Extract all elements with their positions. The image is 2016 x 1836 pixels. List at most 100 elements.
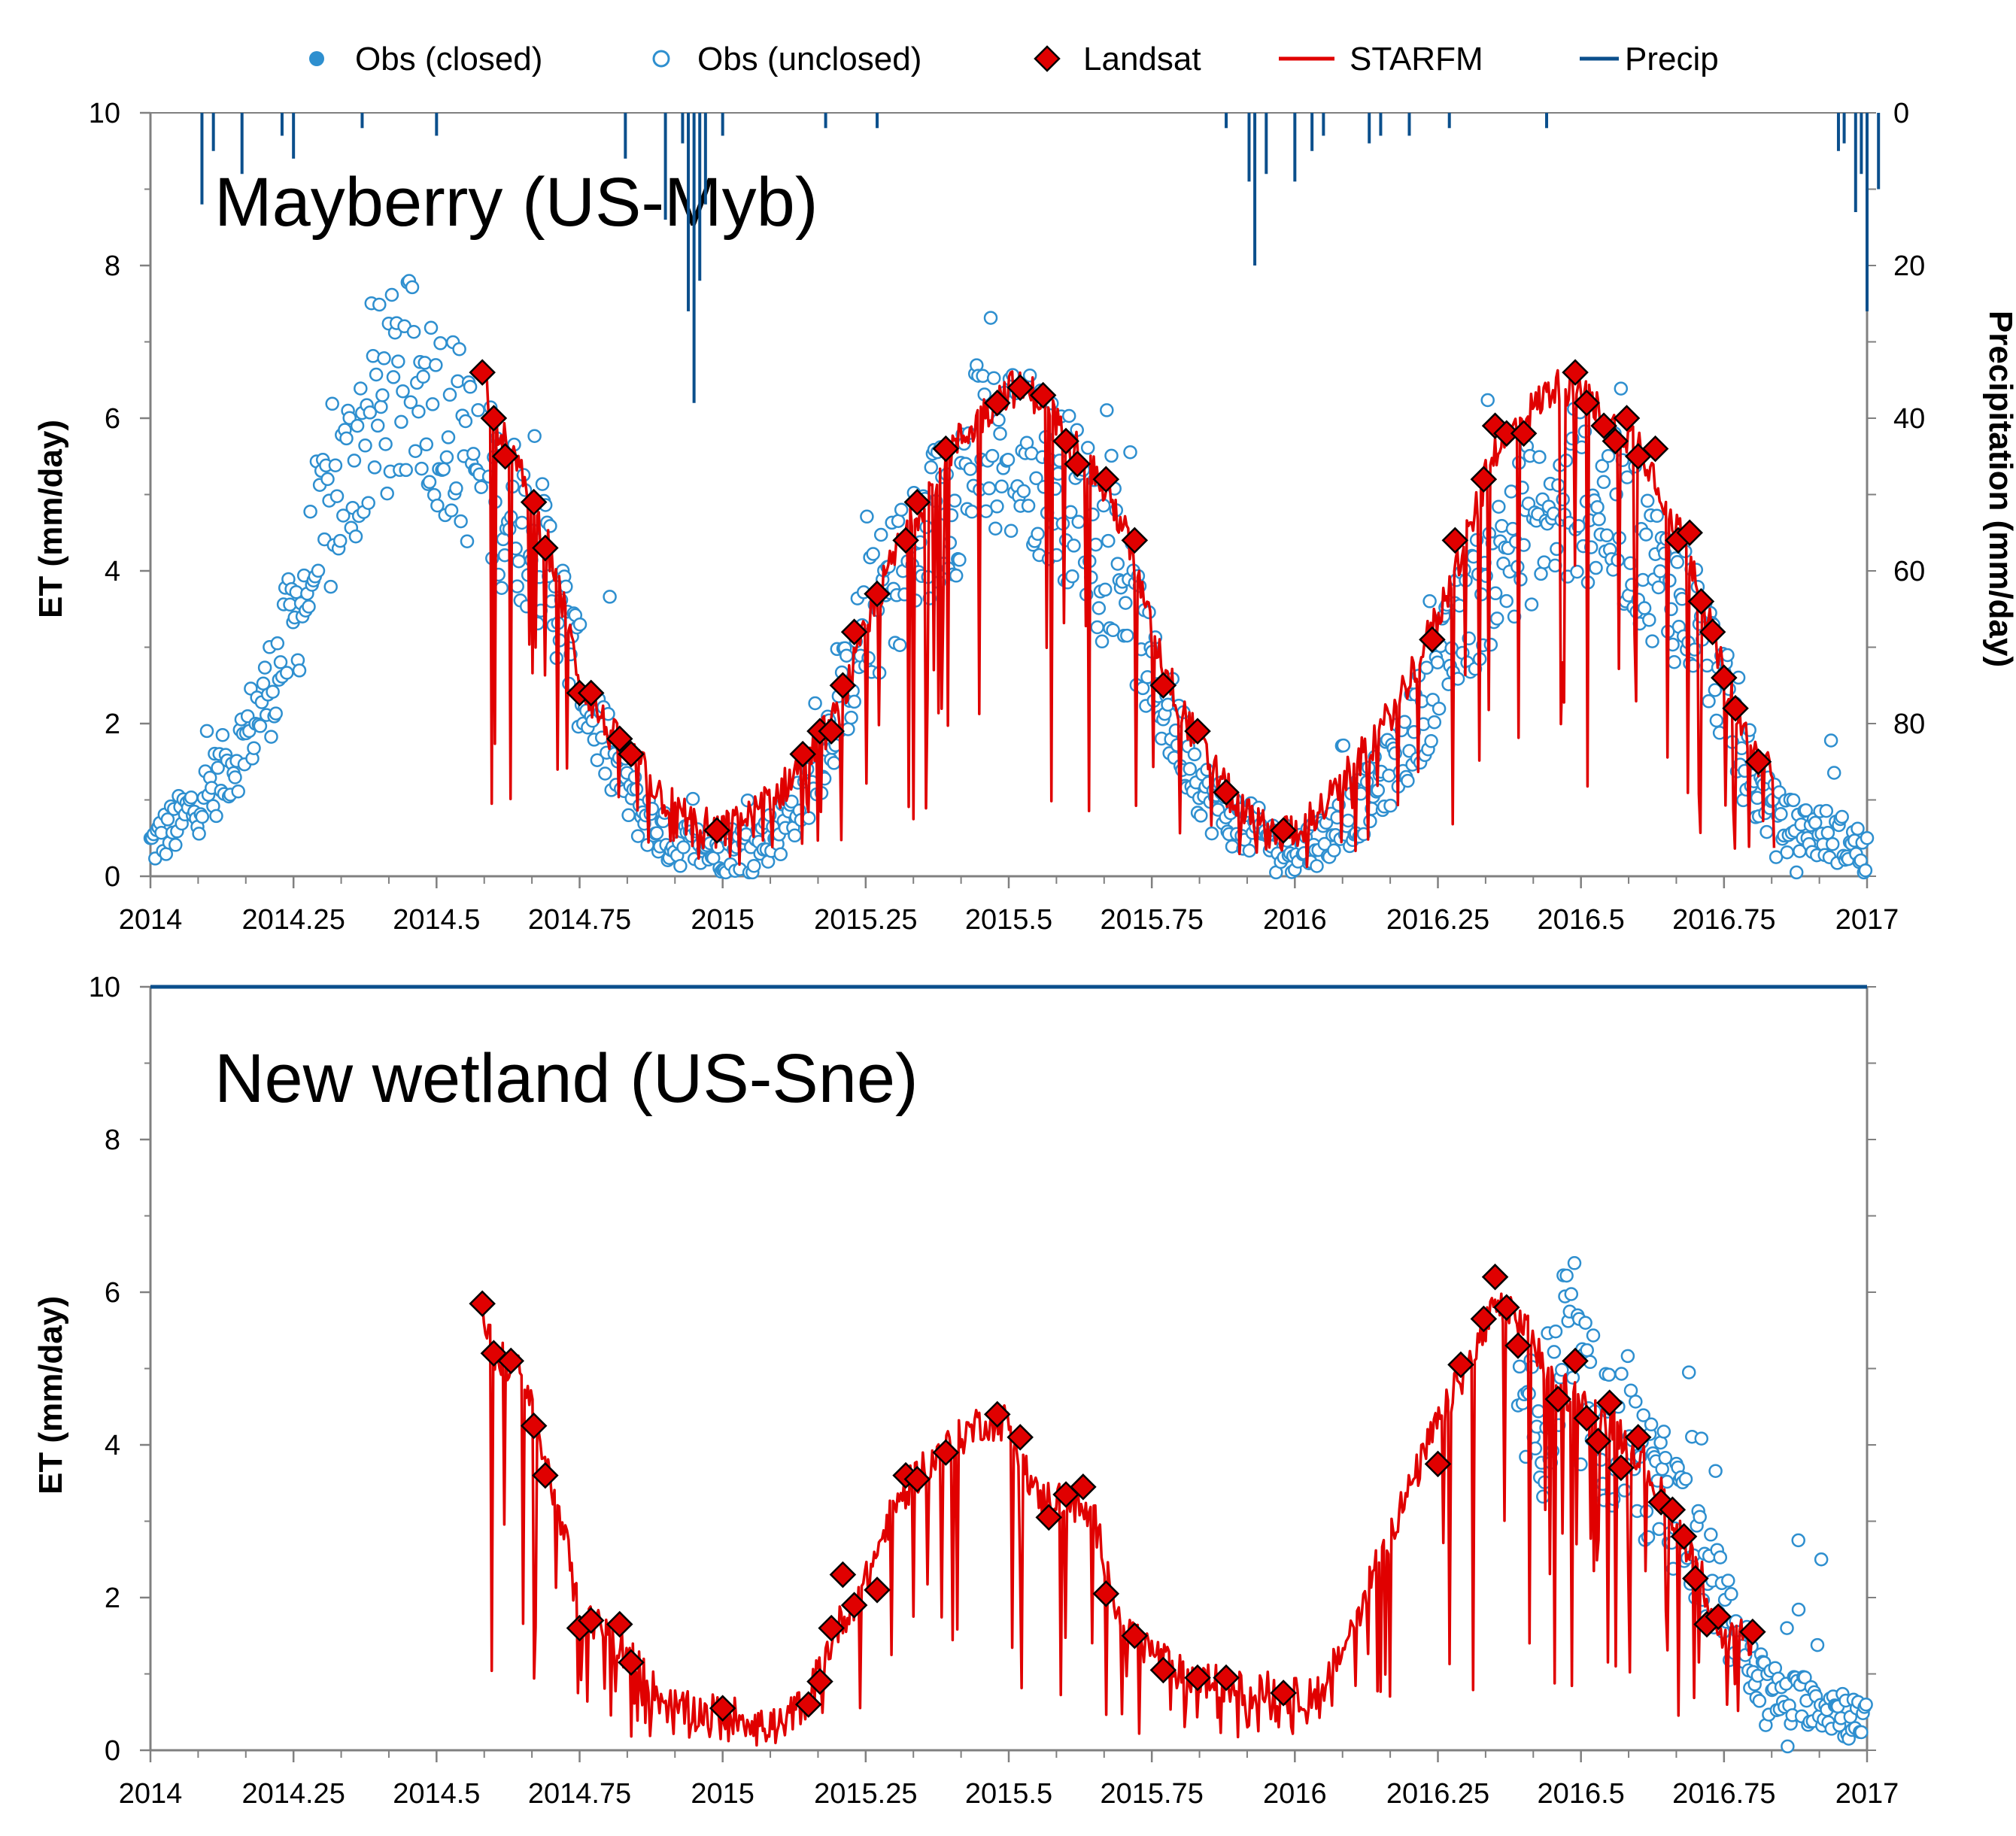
obs-point [1427,715,1442,730]
obs-point [1524,597,1539,611]
x-tick-label: 2016.75 [1672,1778,1775,1810]
landsat-point [1064,451,1091,478]
obs-point [630,829,645,843]
y2-tick-label: 0 [1893,98,1909,129]
landsat-point [532,1461,559,1489]
obs-point [1194,809,1208,823]
obs-unclosed-series-mayberry [143,274,1875,880]
landsat-point [1424,1450,1452,1478]
obs-point [366,349,381,363]
obs-point [1640,493,1655,508]
landsat-point [491,442,519,470]
obs-point [993,426,1007,441]
obs-point [422,475,437,490]
obs-point [264,730,278,744]
x-tick-label: 2016.5 [1538,1778,1625,1810]
x-tick-label: 2016.25 [1386,904,1489,936]
obs-point [311,563,326,578]
obs-point [1531,1404,1546,1419]
landsat-point [1149,1656,1177,1684]
landsat-point [469,359,496,386]
obs-point [891,514,906,528]
obs-point [590,753,605,767]
landsat-point [818,1614,845,1642]
obs-point [1595,459,1610,473]
obs-point [375,388,390,402]
landsat-point [1590,412,1617,439]
obs-point [515,515,530,530]
obs-point [1814,1552,1829,1567]
obs-point [1327,843,1341,857]
obs-point [1424,734,1438,748]
obs-point [983,311,998,325]
obs-point [266,684,280,699]
obs-point [1825,836,1840,851]
landsat-point [1092,1580,1120,1607]
obs-point [339,431,354,446]
landsat-point [795,1691,822,1718]
obs-point [257,660,272,675]
x-tick-label: 2014.5 [393,904,480,936]
obs-point [924,460,939,475]
obs-point [1638,527,1653,542]
obs-point [1340,813,1356,828]
obs-point [1651,580,1666,595]
obs-point [1623,1383,1638,1397]
obs-point [543,519,557,533]
obs-point [1650,508,1664,523]
obs-point [372,297,387,312]
landsat-point [577,679,605,707]
obs-point [1599,528,1614,543]
obs-point [1614,381,1629,396]
obs-point [425,397,440,411]
obs-point [1589,560,1603,575]
obs-point [994,479,1009,494]
landsat-point [1608,1454,1635,1482]
starfm-line-new-wetland [481,1292,1753,1747]
obs-point [1104,448,1119,463]
legend-precip: Precip [1580,41,1719,77]
landsat-point [1562,359,1589,386]
y-tick-label: 6 [105,1277,120,1309]
obs-point [1336,738,1351,753]
obs-point [192,827,206,841]
obs-point [1752,1694,1767,1708]
obs-point [1100,403,1114,417]
obs-point [808,696,822,711]
obs-point [348,529,363,544]
obs-point [350,418,365,433]
landsat-point [703,817,730,844]
landsat-point [606,1610,633,1638]
obs-point [1823,733,1838,748]
x-tick-label: 2016.25 [1386,1778,1489,1810]
obs-point [444,503,459,517]
obs-point [403,395,418,409]
landsat-point [1705,1603,1732,1631]
obs-point [184,790,199,805]
landsat-point [1562,1347,1589,1375]
y-tick-label: 4 [105,556,120,587]
obs-point [788,828,802,843]
landsat-point [903,1465,931,1493]
panel-new-wetland: New wetland (US-Sne) ET (mm/day) 0 2 4 6 8 10… [32,972,1899,1810]
obs-point [963,462,978,476]
y2-tick-label: 80 [1893,709,1925,740]
obs-point [441,430,456,445]
obs-point [463,380,478,394]
landsat-point [1544,1385,1572,1413]
obs-point [1559,1268,1574,1283]
obs-point [1110,557,1125,571]
landsat-point [1184,718,1211,745]
x-tick-label: 2015.25 [814,904,917,936]
obs-point [1713,1550,1728,1564]
obs-point [986,371,1001,385]
obs-point [1021,499,1036,513]
obs-point [429,358,443,372]
obs-point [1065,569,1079,584]
landsat-point [1213,1664,1240,1692]
obs-point [215,727,230,742]
obs-point [1596,475,1611,490]
obs-point [1678,1472,1693,1486]
x-tick-label: 2015.5 [965,904,1052,936]
